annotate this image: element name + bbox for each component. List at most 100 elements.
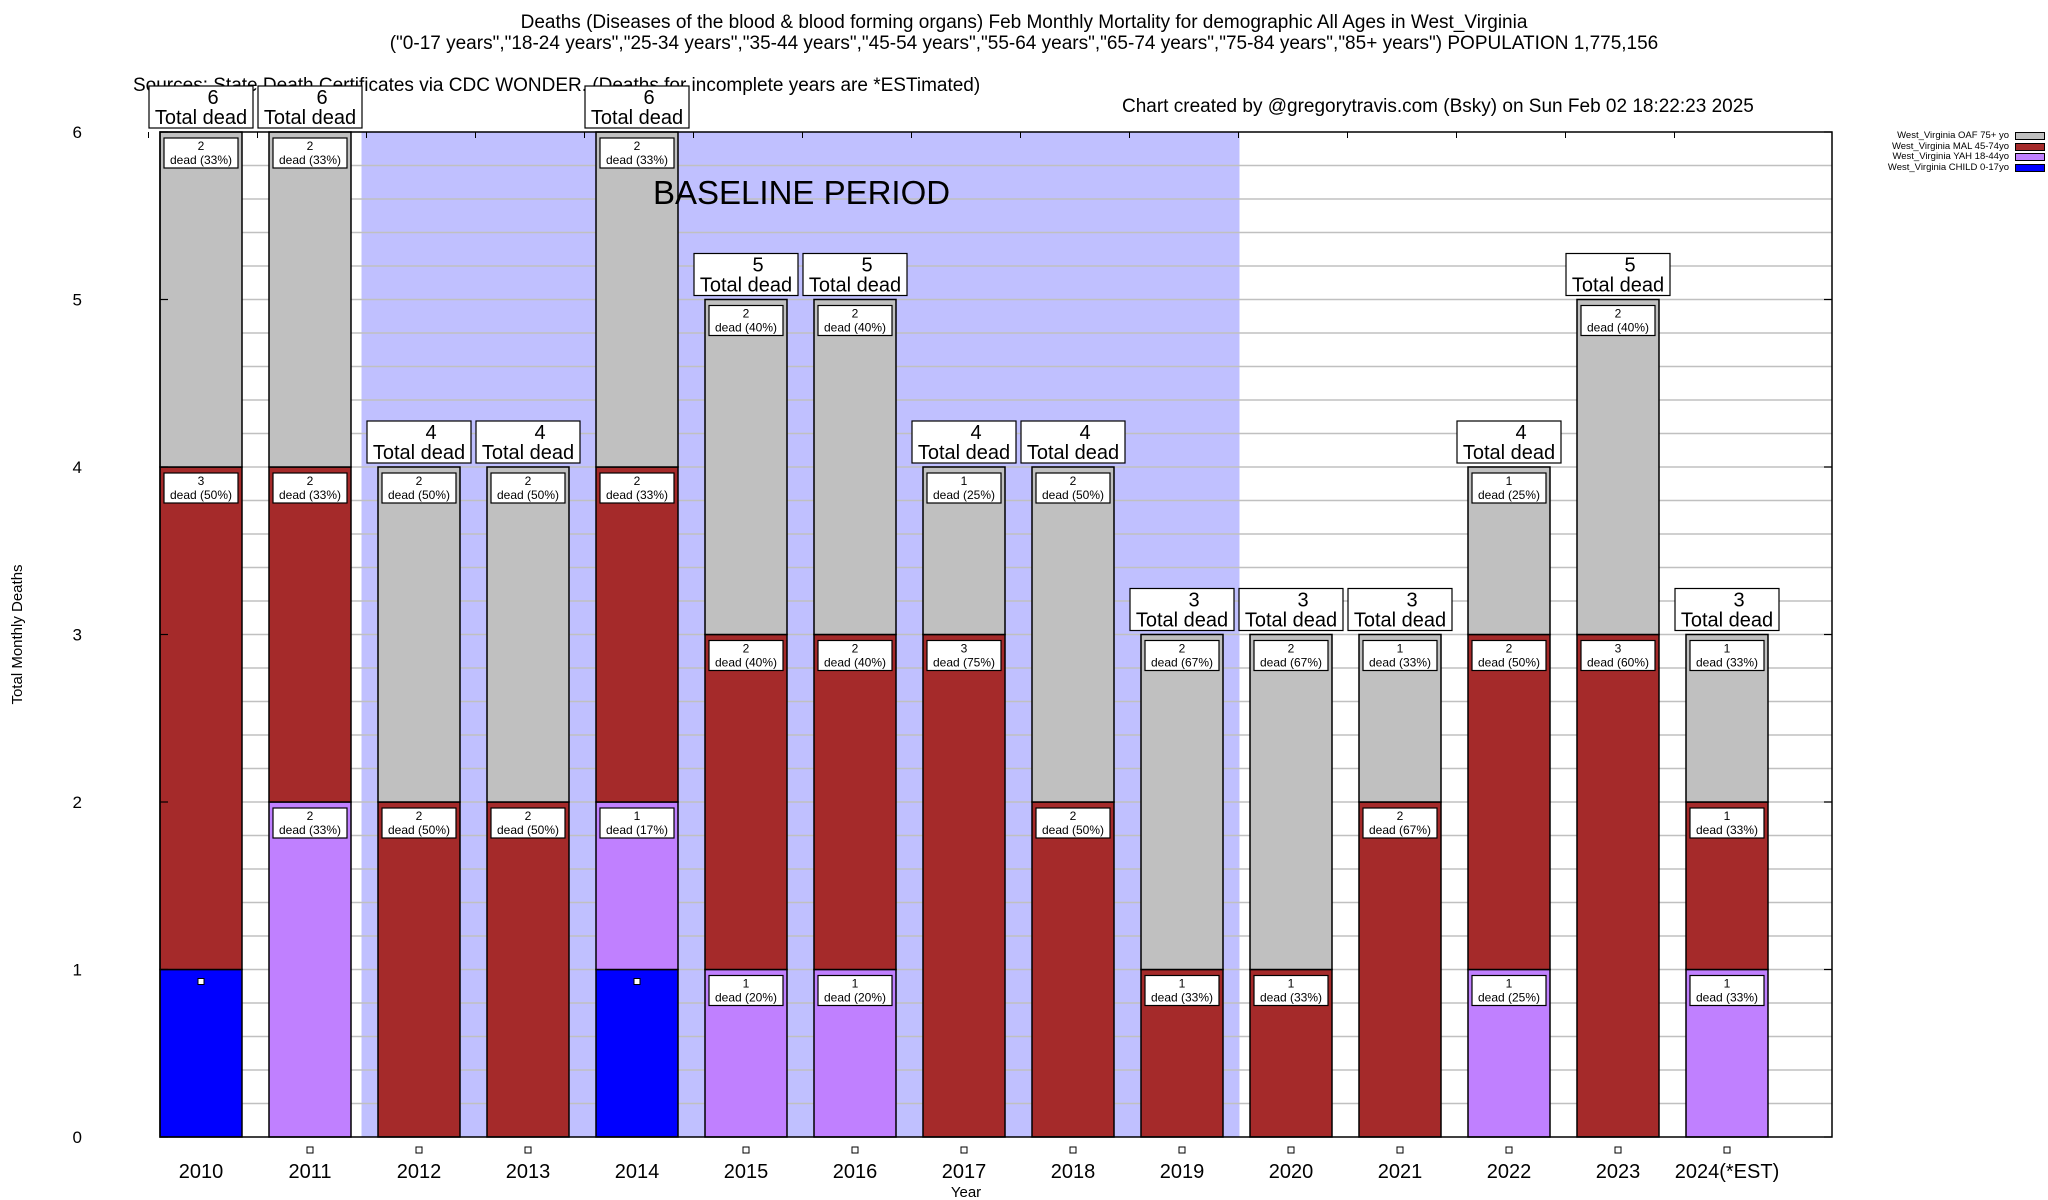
- total-label-box: [1129, 587, 1235, 632]
- total-label-text: Total dead: [482, 442, 574, 464]
- segment-label-pct: dead (33%): [1696, 991, 1758, 1005]
- segment-label-count: 2: [852, 307, 859, 321]
- y-axis-label: Total Monthly Deaths: [9, 564, 26, 704]
- segment-label-pct: dead (67%): [1260, 656, 1322, 670]
- total-label-text: Total dead: [1027, 442, 1119, 464]
- bar-segment: [268, 131, 352, 468]
- total-label-box: [148, 85, 254, 129]
- segment-label-box: [1035, 472, 1111, 504]
- total-label-count: 4: [1515, 422, 1526, 444]
- bar-segment: [268, 801, 352, 1138]
- bar-segment: [813, 633, 897, 971]
- segment-label-box: [1689, 639, 1765, 672]
- segment-label-pct: dead (33%): [606, 153, 668, 167]
- bar-segment: [595, 131, 679, 468]
- bar-segment: [1140, 633, 1224, 971]
- segment-label-count: 2: [307, 139, 314, 153]
- x-tick-label: 2021: [1378, 1161, 1423, 1183]
- x-tick-marker: [1178, 1146, 1186, 1154]
- segment-label-count: 1: [1179, 977, 1186, 991]
- bar-segment: [486, 466, 570, 803]
- total-label-count: 3: [1188, 590, 1199, 612]
- segment-label-pct: dead (33%): [170, 153, 232, 167]
- segment-label-count: 2: [416, 474, 423, 488]
- segment-label-pct: dead (20%): [715, 991, 777, 1005]
- segment-label-count: 3: [961, 642, 968, 656]
- x-axis-label: Year: [951, 1184, 981, 1200]
- segment-label-box: [1580, 639, 1656, 672]
- segment-label-box: [599, 472, 675, 504]
- segment-label-count: 1: [961, 474, 968, 488]
- segment-label-box: [708, 639, 784, 672]
- total-label-box: [1020, 420, 1126, 464]
- x-tick-label: 2016: [833, 1161, 878, 1183]
- x-tick-marker: [1069, 1146, 1077, 1154]
- y-tick-label: 6: [73, 123, 82, 142]
- segment-label-pct: dead (40%): [824, 321, 886, 335]
- legend-swatch: [2015, 153, 2045, 162]
- segment-label-pct: dead (33%): [279, 823, 341, 837]
- legend-item: West_Virginia OAF 75+ yo: [1855, 130, 2045, 142]
- segment-label-count: 2: [1179, 642, 1186, 656]
- bar-segment: [1031, 466, 1115, 803]
- segment-label-box: [1580, 304, 1656, 337]
- bar-segment: [595, 968, 679, 1138]
- segment-label-box: [490, 472, 566, 504]
- total-label-text: Total dead: [591, 107, 683, 129]
- total-label-text: Total dead: [1136, 610, 1228, 632]
- segment-label-pct: dead (40%): [824, 656, 886, 670]
- segment-label-count: 2: [307, 474, 314, 488]
- chart-title: Deaths (Diseases of the blood & blood fo…: [520, 12, 1528, 33]
- total-label-box: [802, 252, 908, 297]
- total-label-box: [1565, 252, 1671, 297]
- segment-label-count: 2: [743, 642, 750, 656]
- segment-label-pct: dead (33%): [1696, 823, 1758, 837]
- total-label-text: Total dead: [809, 275, 901, 297]
- segment-label-box: [1471, 974, 1547, 1007]
- x-tick-label: 2023: [1596, 1161, 1641, 1183]
- segment-label-pct: dead (25%): [1478, 991, 1540, 1005]
- segment-label-pct: dead (50%): [1042, 823, 1104, 837]
- total-label-box: [1347, 587, 1453, 632]
- segment-label-pct: dead (33%): [1151, 991, 1213, 1005]
- y-tick-label: 5: [73, 291, 82, 310]
- bar-segment: [1467, 633, 1551, 971]
- segment-label-count: 2: [743, 307, 750, 321]
- x-tick-label: 2013: [506, 1161, 551, 1183]
- segment-label-box: [1144, 639, 1220, 672]
- y-tick-label: 2: [73, 793, 82, 812]
- legend-label: West_Virginia OAF 75+ yo: [1897, 130, 2009, 141]
- segment-label-pct: dead (20%): [824, 991, 886, 1005]
- total-label-box: [911, 420, 1017, 464]
- x-tick-marker: [1614, 1146, 1622, 1154]
- segment-label-count: 1: [1724, 809, 1731, 823]
- segment-label-pct: dead (50%): [497, 488, 559, 502]
- x-tick-marker: [306, 1146, 314, 1154]
- x-tick-marker: [524, 1146, 532, 1154]
- total-label-box: [693, 252, 799, 297]
- legend-item: West_Virginia CHILD 0-17yo: [1855, 161, 2045, 174]
- total-label-box: [1674, 587, 1780, 632]
- y-tick-label: 4: [73, 458, 82, 477]
- total-label-text: Total dead: [264, 107, 356, 129]
- total-label-count: 4: [970, 422, 981, 444]
- bar-segment: [1576, 298, 1660, 636]
- legend-swatch: [2015, 132, 2045, 141]
- legend-swatch: [2015, 163, 2045, 172]
- segment-label-pct: dead (67%): [1151, 656, 1213, 670]
- segment-label-box: [926, 472, 1002, 504]
- segment-label-box: [708, 304, 784, 337]
- segment-label-pct: dead (50%): [388, 488, 450, 502]
- legend-label: West_Virginia CHILD 0-17yo: [1887, 161, 2009, 173]
- y-tick-label: 1: [73, 961, 82, 980]
- point-marker: [633, 978, 641, 985]
- segment-label-count: 1: [1724, 642, 1731, 656]
- x-tick-label: 2015: [724, 1161, 769, 1183]
- segment-label-box: [1253, 974, 1329, 1007]
- y-tick-label: 0: [73, 1128, 82, 1147]
- legend: West_Virginia OAF 75+ yo West_Virginia M…: [1855, 130, 2045, 174]
- bar-segment: [1576, 633, 1660, 1138]
- bar-segment: [704, 633, 788, 971]
- x-tick-label: 2014: [615, 1161, 660, 1183]
- segment-label-count: 2: [1397, 809, 1404, 823]
